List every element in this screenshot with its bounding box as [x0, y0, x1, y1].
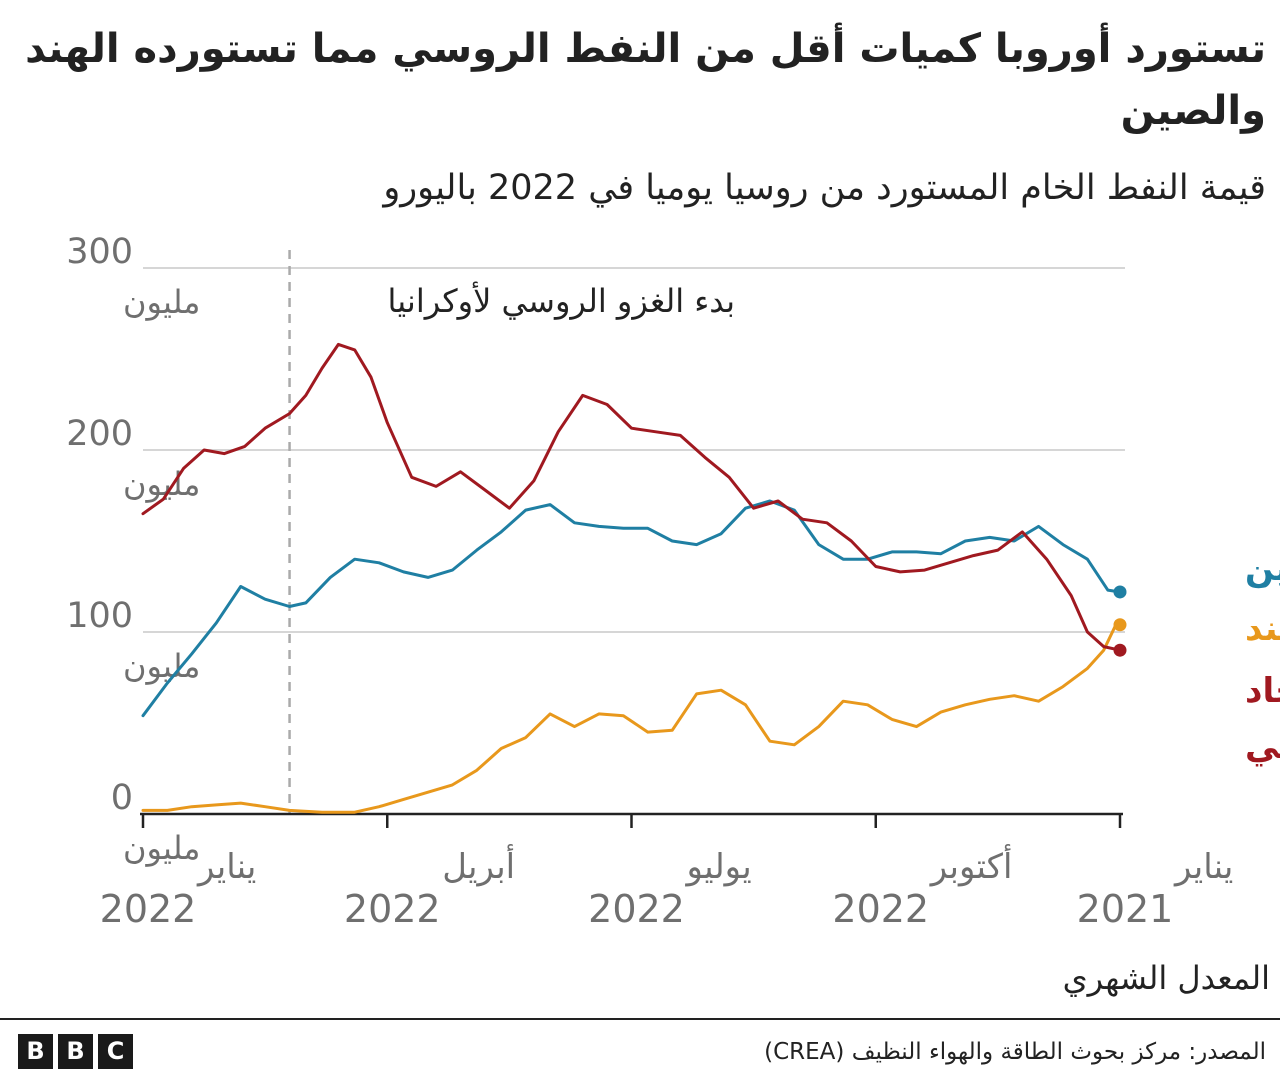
- series-lines: [141, 342, 1127, 814]
- series-line-2: [141, 342, 1122, 652]
- chart-subtitle: قيمة النفط الخام المستورد من روسيا يوميا…: [383, 168, 1266, 208]
- series-labels: الصين الهند الإتحاد الأوروبي: [1245, 549, 1280, 767]
- x-tick-year: 2022: [832, 887, 929, 931]
- series-end-point-0: [1113, 585, 1127, 599]
- footer-divider: [0, 1018, 1280, 1020]
- y-tick-value: 200: [66, 414, 133, 454]
- bbc-logo: B B C: [18, 1034, 133, 1069]
- y-tick-unit: مليون: [123, 465, 200, 503]
- y-tick-value: 100: [66, 596, 133, 636]
- x-tick-month: يناير: [196, 847, 256, 887]
- x-tick-year: 2022: [588, 887, 685, 931]
- bbc-logo-letter: B: [18, 1034, 53, 1069]
- x-tick-year: 2021: [1077, 887, 1174, 931]
- monthly-average-note: المعدل الشهري: [1062, 959, 1270, 997]
- bbc-logo-letter: B: [58, 1034, 93, 1069]
- line-chart: 300 مليون 200 مليون 100 مليون 0 مليون بدء الغزو…: [66, 232, 1280, 931]
- series-end-point-1: [1113, 618, 1127, 632]
- y-tick-value: 300: [66, 232, 133, 272]
- x-tick-year: 2022: [344, 887, 441, 931]
- x-axis: يناير2022أبريل2022يوليو2022أكتوبر2022ينا…: [100, 812, 1233, 931]
- source-credit: المصدر: مركز بحوث الطاقة والهواء النظيف …: [764, 1039, 1266, 1065]
- series-label: الصين: [1245, 549, 1280, 589]
- y-tick-value: 0: [111, 778, 133, 818]
- series-label: الإتحاد: [1245, 671, 1280, 711]
- bbc-logo-letter: C: [98, 1034, 133, 1069]
- invasion-annotation: بدء الغزو الروسي لأوكرانيا: [288, 250, 735, 814]
- series-label: الأوروبي: [1245, 725, 1280, 767]
- y-tick-unit: مليون: [123, 647, 200, 685]
- series-line-0: [141, 499, 1122, 718]
- y-tick-unit: مليون: [123, 829, 200, 867]
- x-tick-month: يوليو: [685, 847, 752, 887]
- x-tick-year: 2022: [100, 887, 197, 931]
- y-tick-unit: مليون: [123, 283, 200, 321]
- series-end-point-2: [1113, 643, 1127, 657]
- x-tick-month: أكتوبر: [929, 844, 1013, 887]
- chart-title: تستورد أوروبا كميات أقل من النفط الروسي …: [25, 26, 1266, 134]
- x-tick-month: يناير: [1173, 847, 1233, 887]
- x-tick-month: أبريل: [442, 844, 515, 887]
- invasion-label: بدء الغزو الروسي لأوكرانيا: [388, 281, 735, 320]
- y-axis-labels: 300 مليون 200 مليون 100 مليون 0 مليون: [66, 232, 200, 867]
- series-line-1: [141, 623, 1122, 814]
- gridlines: [143, 267, 1125, 633]
- series-label: الهند: [1245, 609, 1280, 649]
